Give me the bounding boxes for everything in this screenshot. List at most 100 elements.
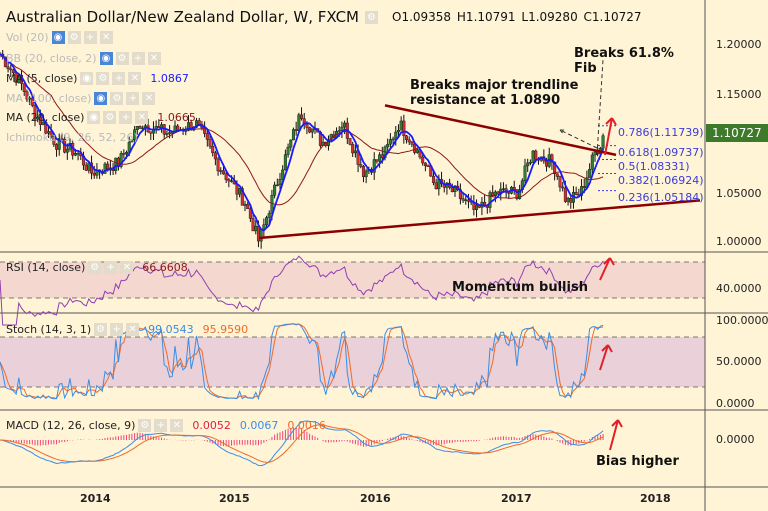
candle	[168, 132, 172, 134]
plus-icon[interactable]: +	[83, 31, 97, 44]
candle	[361, 166, 365, 178]
plus-icon[interactable]: +	[104, 261, 118, 274]
candle	[84, 164, 88, 171]
candle	[305, 124, 309, 128]
candle	[534, 150, 538, 160]
plus-icon[interactable]: +	[110, 323, 124, 336]
x-tick: 2014	[80, 492, 111, 505]
eye-icon[interactable]: ◉	[80, 72, 94, 85]
gear-icon[interactable]: ⚙	[96, 72, 110, 85]
gear-icon[interactable]: ⚙	[88, 261, 102, 274]
legend-ichimoku[interactable]: Ichimoku (9, 26, 52, 26)	[6, 131, 138, 144]
eye-icon[interactable]: ◉	[94, 92, 108, 105]
x-tick: 2017	[501, 492, 532, 505]
plus-icon[interactable]: +	[126, 92, 140, 105]
legend-ma20[interactable]: MA (20, close) ◉ ⚙ + ✕ 1.0665	[6, 111, 196, 124]
candle	[283, 154, 287, 171]
candle	[230, 180, 234, 182]
candle	[378, 154, 382, 162]
annotation-trendline: Breaks major trendline resistance at 1.0…	[410, 78, 579, 108]
candle	[558, 176, 562, 188]
candle	[566, 198, 570, 202]
plus-icon[interactable]: +	[112, 72, 126, 85]
candle	[254, 225, 258, 232]
candle	[119, 153, 123, 167]
candle	[426, 165, 430, 168]
arrow-icon	[599, 344, 613, 371]
candle	[372, 159, 376, 173]
gear-icon[interactable]: ⚙	[103, 111, 117, 124]
eye-icon[interactable]: ◉	[87, 111, 101, 124]
candle	[114, 157, 118, 171]
candle	[125, 152, 129, 155]
candle	[135, 125, 139, 130]
candle	[601, 135, 605, 149]
close-icon[interactable]: ✕	[120, 261, 134, 274]
candle	[60, 138, 64, 140]
candle	[380, 154, 384, 158]
candle	[343, 122, 347, 128]
candle	[582, 186, 586, 189]
gear-icon[interactable]: ⚙	[115, 52, 129, 65]
candle	[294, 129, 298, 131]
candle	[273, 184, 277, 196]
fib-label: 0.786(1.11739)	[618, 126, 704, 139]
candle	[531, 150, 535, 163]
close-icon[interactable]: ✕	[135, 111, 149, 124]
legend-vol[interactable]: Vol (20) ◉ ⚙ + ✕	[6, 31, 113, 44]
candle	[550, 154, 554, 163]
candle	[49, 131, 53, 137]
candle	[337, 130, 341, 132]
candle	[388, 139, 392, 145]
candle	[216, 158, 220, 172]
eye-icon[interactable]: ◉	[51, 31, 65, 44]
candle	[205, 133, 209, 140]
plus-icon[interactable]: +	[131, 52, 145, 65]
gear-icon[interactable]: ⚙	[94, 323, 108, 336]
candle	[523, 165, 527, 181]
legend-stoch[interactable]: Stoch (14, 3, 1) ⚙ + ✕ 99.0543 95.9590	[6, 323, 249, 336]
candle	[518, 189, 522, 199]
projection-dashed-arrow	[596, 59, 604, 156]
gear-icon[interactable]: ⚙	[138, 419, 152, 432]
candle	[197, 120, 201, 125]
candle	[33, 105, 37, 120]
candle	[133, 129, 137, 140]
candle	[22, 83, 26, 92]
plus-icon[interactable]: +	[119, 111, 133, 124]
legend-bb[interactable]: BB (20, close, 2) ◉ ⚙ + ✕	[6, 52, 161, 65]
eye-icon[interactable]: ◉	[99, 52, 113, 65]
legend-ma100[interactable]: MA (100, close) ◉ ⚙ + ✕	[6, 92, 156, 105]
candle	[281, 169, 285, 180]
candle	[213, 152, 217, 160]
trendline	[384, 104, 617, 157]
gear-icon[interactable]: ⚙	[67, 31, 81, 44]
candle	[106, 163, 110, 170]
candle	[278, 179, 282, 186]
candle	[391, 138, 395, 141]
close-icon[interactable]: ✕	[147, 52, 161, 65]
legend-macd[interactable]: MACD (12, 26, close, 9) ⚙ + ✕ 0.0052 0.0067 0.…	[6, 419, 326, 432]
close-icon[interactable]: ✕	[99, 31, 113, 44]
close-icon[interactable]: ✕	[170, 419, 184, 432]
stoch-tick: 0.0000	[716, 397, 755, 410]
candle	[512, 186, 516, 190]
settings-icon[interactable]: ⚙	[365, 10, 378, 24]
ohlc-readout: O1.09358 H1.10791 L1.09280 C1.10727	[392, 10, 642, 24]
gear-icon[interactable]: ⚙	[110, 92, 124, 105]
close-icon[interactable]: ✕	[126, 323, 140, 336]
plus-icon[interactable]: +	[154, 419, 168, 432]
close-icon[interactable]: ✕	[142, 92, 156, 105]
candle	[170, 132, 174, 134]
candle	[211, 145, 215, 153]
legend-rsi[interactable]: RSI (14, close) ⚙ + ✕ 66.6608	[6, 261, 188, 274]
legend-ma5[interactable]: MA (5, close) ◉ ⚙ + ✕ 1.0867	[6, 72, 189, 85]
candle	[6, 66, 10, 70]
candle	[364, 170, 368, 178]
candle	[501, 188, 505, 190]
chart-title: Australian Dollar/New Zealand Dollar, W,…	[6, 8, 642, 26]
close-icon[interactable]: ✕	[128, 72, 142, 85]
candle	[9, 68, 13, 71]
fib-label: 0.5(1.08331)	[618, 160, 690, 173]
